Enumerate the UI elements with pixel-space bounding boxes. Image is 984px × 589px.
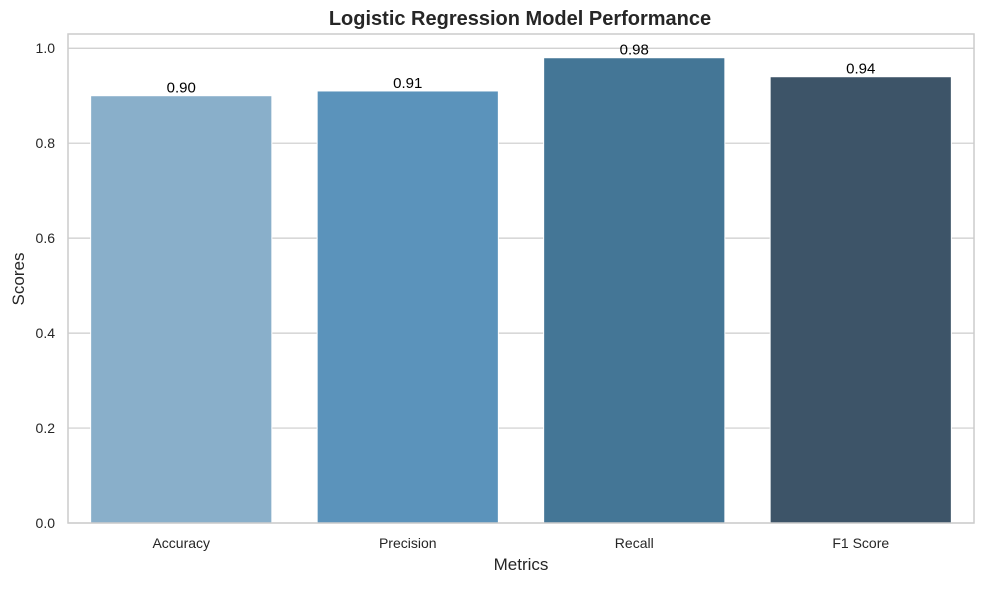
y-tick-label: 0.6	[36, 230, 56, 246]
y-axis-label: Scores	[9, 253, 28, 306]
y-tick-labels: 0.0 0.2 0.4 0.6 0.8 1.0	[36, 40, 56, 531]
x-tick-label: F1 Score	[832, 535, 889, 551]
bar-precision	[316, 90, 499, 524]
data-label: 0.98	[620, 42, 649, 59]
bar-accuracy	[90, 95, 273, 524]
bar-f1-score	[769, 76, 952, 524]
x-tick-label: Recall	[615, 535, 654, 551]
y-tick-label: 0.8	[36, 135, 56, 151]
x-tick-label: Accuracy	[152, 535, 210, 551]
data-label: 0.94	[846, 61, 875, 78]
x-tick-label: Precision	[379, 535, 437, 551]
bar-recall	[543, 57, 726, 524]
y-tick-label: 0.0	[36, 515, 56, 531]
y-tick-label: 0.4	[36, 325, 56, 341]
y-tick-label: 1.0	[36, 40, 56, 56]
bar-layer	[90, 57, 952, 524]
data-label-layer: 0.90 0.91 0.98 0.94	[167, 42, 876, 97]
data-label: 0.91	[393, 75, 422, 92]
chart-title: Logistic Regression Model Performance	[329, 8, 711, 30]
data-label: 0.90	[167, 80, 196, 97]
y-tick-label: 0.2	[36, 420, 56, 436]
x-axis-label: Metrics	[494, 555, 549, 574]
x-tick-labels: Accuracy Precision Recall F1 Score	[152, 535, 889, 551]
plot-frame	[67, 33, 975, 524]
